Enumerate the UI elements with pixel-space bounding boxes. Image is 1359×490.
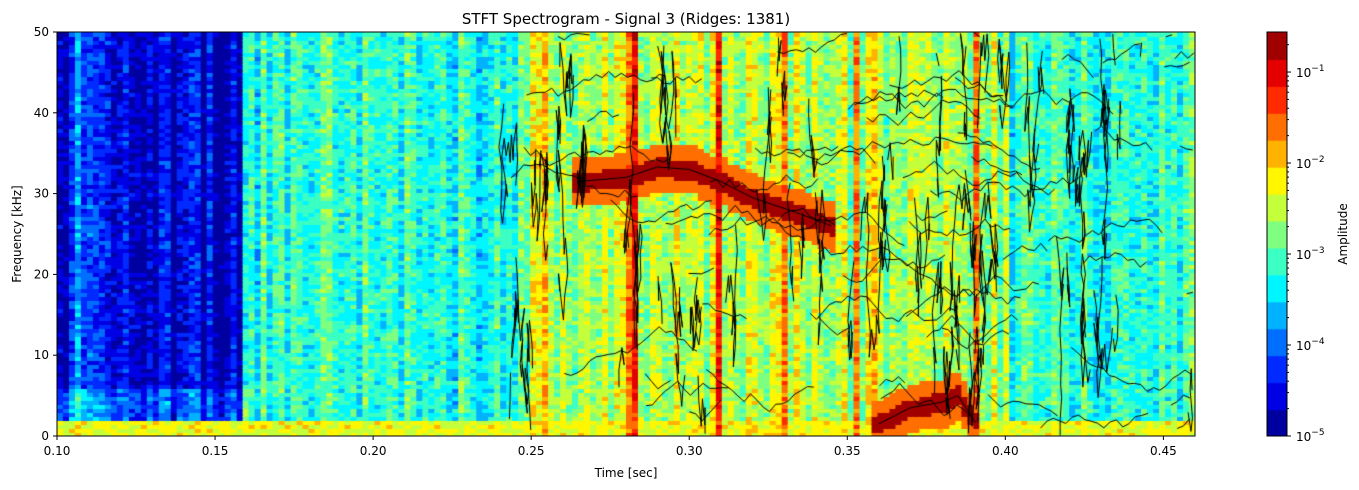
y-tick-label: 10 <box>34 348 49 362</box>
colorbar-tick-label: 10−4 <box>1296 337 1325 353</box>
y-tick-label: 30 <box>34 187 49 201</box>
chart-title: STFT Spectrogram - Signal 3 (Ridges: 138… <box>462 10 790 28</box>
y-axis-label: Frequency [kHz] <box>10 185 24 282</box>
x-tick-label: 0.20 <box>360 444 387 458</box>
colorbar-tick-label: 10−3 <box>1296 246 1325 262</box>
colorbar-tick-label: 10−5 <box>1296 428 1325 444</box>
y-tick-label: 50 <box>34 25 49 39</box>
x-tick-label: 0.30 <box>676 444 703 458</box>
colorbar-frame <box>1266 31 1288 437</box>
x-tick-label: 0.45 <box>1150 444 1177 458</box>
x-tick-label: 0.10 <box>44 444 71 458</box>
colorbar-tick-label: 10−1 <box>1296 64 1325 80</box>
x-tick-label: 0.15 <box>202 444 229 458</box>
y-tick-label: 20 <box>34 267 49 281</box>
x-tick-label: 0.25 <box>518 444 545 458</box>
x-tick-label: 0.35 <box>834 444 861 458</box>
plot-frame <box>56 31 1196 437</box>
y-tick-label: 0 <box>41 429 49 443</box>
y-tick-label: 40 <box>34 106 49 120</box>
colorbar <box>1267 32 1287 436</box>
colorbar-label: Amplitude <box>1336 203 1350 265</box>
x-axis-label: Time [sec] <box>594 466 658 480</box>
x-tick-label: 0.40 <box>992 444 1019 458</box>
colorbar-tick-label: 10−2 <box>1296 155 1325 171</box>
spectrogram-heatmap <box>57 32 1195 436</box>
